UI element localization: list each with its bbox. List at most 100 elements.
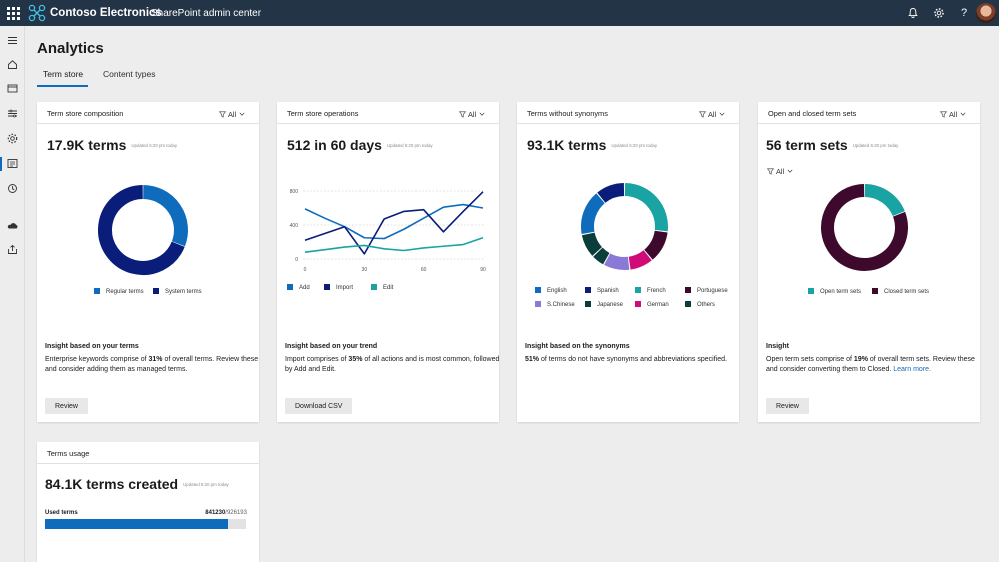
card-divider xyxy=(758,123,980,124)
bell-icon[interactable] xyxy=(907,7,919,19)
migration-icon[interactable] xyxy=(6,182,19,195)
metric-value: 84.1K terms created Updated 6:20 pm today xyxy=(45,476,229,492)
metric-value: 512 in 60 days Updated 6:20 pm today xyxy=(287,137,433,153)
card-term-store-composition: Term store composition All 17.9K terms Up… xyxy=(37,102,259,422)
donut-slice-english xyxy=(581,193,606,235)
legend-item-closed-term-sets: Closed term sets xyxy=(872,288,929,295)
filter-icon xyxy=(219,111,226,118)
chart-legend: English Spanish French Portuguese S.Chin… xyxy=(535,287,735,311)
filter-icon xyxy=(767,168,774,175)
card-title: Open and closed term sets xyxy=(768,109,857,118)
card-title: Terms usage xyxy=(47,449,90,458)
card-divider xyxy=(37,123,259,124)
avatar[interactable] xyxy=(976,3,996,23)
donut-slice-spanish xyxy=(597,183,625,203)
used-terms-label: Used terms xyxy=(45,510,78,516)
filter-label: All xyxy=(708,110,717,119)
donut-slice-s-chinese xyxy=(604,253,630,270)
content-services-icon[interactable] xyxy=(6,157,19,170)
series-line-import xyxy=(304,191,484,255)
filter-label: All xyxy=(468,110,477,119)
legend-item-english: English xyxy=(535,287,567,294)
chart-legend: Regular terms System terms xyxy=(94,288,224,298)
insight-title: Insight xyxy=(766,343,789,350)
filter-icon xyxy=(699,111,706,118)
donut-slice-japanese xyxy=(581,232,603,256)
settings-icon[interactable] xyxy=(6,132,19,145)
used-terms-count: 841230/926193 xyxy=(205,510,247,516)
download-csv-button[interactable]: Download CSV xyxy=(285,398,353,414)
brand-name[interactable]: Contoso Electronics xyxy=(50,7,162,19)
learn-more-link[interactable]: Learn more. xyxy=(893,366,931,373)
updated-timestamp: Updated 6:20 pm today xyxy=(131,143,178,148)
progress-fill xyxy=(45,519,228,529)
filter-icon xyxy=(459,111,466,118)
app-name[interactable]: SharePoint admin center xyxy=(151,8,262,19)
share-icon[interactable] xyxy=(6,243,19,256)
sites-icon[interactable] xyxy=(6,82,19,95)
contoso-logo xyxy=(28,4,46,22)
top-bar: Contoso Electronics SharePoint admin cen… xyxy=(0,0,999,26)
insight-text: Import comprises of 35% of all actions a… xyxy=(285,356,500,373)
home-icon[interactable] xyxy=(6,58,19,71)
operations-line-chart: 0 400 800 0 30 60 90 xyxy=(290,189,486,273)
legend-item-japanese: Japanese xyxy=(585,301,623,308)
metric-value: 17.9K terms Updated 6:20 pm today xyxy=(47,137,178,153)
card-terms-without-synonyms: Terms without synonyms All 93.1K terms Up… xyxy=(517,102,739,422)
updated-timestamp: Updated 6:20 pm today xyxy=(183,482,229,487)
filter-dropdown[interactable]: All xyxy=(219,110,245,119)
updated-timestamp: Updated 6:20 pm today xyxy=(852,143,899,148)
updated-timestamp: Updated 6:20 pm today xyxy=(386,143,433,148)
chart-legend: Add Import Edit xyxy=(287,284,407,294)
series-line-add xyxy=(304,203,484,240)
tab-term-store[interactable]: Term store xyxy=(43,69,84,79)
card-divider xyxy=(37,463,259,464)
policies-icon[interactable] xyxy=(6,107,19,120)
filter-label: All xyxy=(228,110,237,119)
review-button[interactable]: Review xyxy=(45,398,88,414)
legend-item-german: German xyxy=(635,301,669,308)
legend-item-french: French xyxy=(635,287,666,294)
onedrive-icon[interactable] xyxy=(6,219,19,232)
legend-item-spanish: Spanish xyxy=(585,287,619,294)
x-tick-label: 30 xyxy=(362,267,368,273)
waffle-icon[interactable] xyxy=(6,6,20,20)
filter-dropdown[interactable]: All xyxy=(459,110,485,119)
insight-text: Enterprise keywords comprise of 31% of o… xyxy=(45,356,259,373)
y-tick-label: 0 xyxy=(295,257,298,263)
card-title: Term store operations xyxy=(287,109,359,118)
filter-dropdown[interactable]: All xyxy=(940,110,966,119)
chevron-down-icon xyxy=(787,169,793,173)
filter-dropdown[interactable]: All xyxy=(699,110,725,119)
menu-icon[interactable] xyxy=(6,34,19,47)
legend-item-system-terms: System terms xyxy=(153,288,202,295)
legend-item-open-term-sets: Open term sets xyxy=(808,288,861,295)
left-nav xyxy=(0,26,25,562)
legend-item-regular-terms: Regular terms xyxy=(94,288,144,295)
review-button[interactable]: Review xyxy=(766,398,809,414)
filter-label: All xyxy=(949,110,958,119)
chevron-down-icon xyxy=(719,112,725,116)
help-icon[interactable]: ? xyxy=(960,7,968,19)
filter-icon xyxy=(940,111,947,118)
x-tick-label: 60 xyxy=(421,267,427,273)
filter-label: All xyxy=(776,167,785,176)
used-terms-progress-bar xyxy=(45,519,246,529)
y-tick-label: 400 xyxy=(290,223,299,229)
termsets-donut-chart xyxy=(821,184,908,271)
synonyms-donut-chart xyxy=(581,183,668,270)
card-divider xyxy=(517,123,739,124)
card-title: Terms without synonyms xyxy=(527,109,608,118)
donut-slice-open-term-sets xyxy=(864,184,905,217)
insight-title: Insight based on your trend xyxy=(285,343,378,350)
updated-timestamp: Updated 6:20 pm today xyxy=(611,143,658,148)
donut-slice-system-terms xyxy=(98,185,185,275)
donut-slice-german xyxy=(628,250,652,270)
legend-item-edit: Edit xyxy=(371,284,393,291)
insight-title: Insight based on the synonyms xyxy=(525,343,630,350)
legend-item-add: Add xyxy=(287,284,310,291)
donut-slice-french xyxy=(624,183,668,232)
gear-icon[interactable] xyxy=(933,7,945,19)
tab-content-types[interactable]: Content types xyxy=(103,69,156,79)
term-set-filter-dropdown[interactable]: All xyxy=(767,167,793,176)
